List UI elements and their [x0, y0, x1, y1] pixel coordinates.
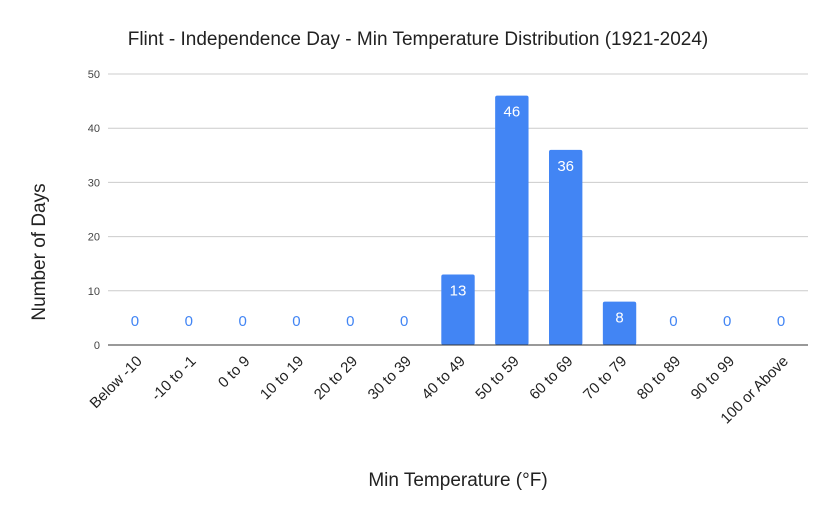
x-tick-label: 20 to 29: [311, 353, 361, 403]
x-axis-title: Min Temperature (°F): [368, 470, 547, 491]
x-tick-label: 0 to 9: [215, 353, 254, 392]
y-tick-label: 40: [88, 123, 100, 135]
data-label: 0: [346, 313, 354, 330]
data-label: 0: [669, 313, 677, 330]
x-tick-label: 40 to 49: [418, 353, 468, 403]
bar: [441, 274, 475, 345]
y-axis-title: Number of Days: [29, 183, 50, 320]
data-label: 0: [723, 313, 731, 330]
data-label: 0: [131, 313, 139, 330]
data-label: 36: [557, 158, 574, 175]
data-label: 13: [450, 283, 467, 300]
x-tick-label: -10 to -1: [148, 353, 200, 405]
data-label: 8: [615, 310, 623, 327]
x-axis-ticks: Below -10 -10 to -1 0 to 9 10 to 19 20 to 29…: [87, 353, 792, 428]
bar: [549, 149, 583, 345]
x-tick-label: 60 to 69: [526, 353, 576, 403]
x-tick-label: 90 to 99: [688, 353, 738, 403]
data-label: 0: [400, 313, 408, 330]
bar: [602, 301, 637, 345]
data-labels: 0 0 0 0 0 0 13 46 36 8 0 0 0: [131, 104, 785, 330]
data-label: 0: [777, 313, 785, 330]
data-label: 0: [238, 313, 246, 330]
bars: [441, 95, 637, 346]
chart-title: Flint - Independence Day - Min Temperatu…: [128, 29, 709, 50]
x-tick-label: 70 to 79: [580, 353, 630, 403]
y-tick-label: 10: [88, 286, 100, 298]
x-tick-label: 30 to 39: [365, 353, 415, 403]
y-tick-label: 0: [94, 340, 100, 352]
data-label: 46: [504, 104, 521, 121]
y-tick-label: 50: [88, 69, 100, 81]
y-tick-label: 20: [88, 232, 100, 244]
x-tick-label: Below -10: [87, 353, 146, 412]
data-label: 0: [292, 313, 300, 330]
x-tick-label: 80 to 89: [634, 353, 684, 403]
gridlines: [108, 73, 808, 292]
data-label: 0: [185, 313, 193, 330]
x-tick-label: 50 to 59: [472, 353, 522, 403]
bar: [495, 95, 529, 346]
x-tick-label: 10 to 19: [257, 353, 307, 403]
y-tick-label: 30: [88, 177, 100, 189]
y-axis-ticks: 0 10 20 30 40 50: [88, 69, 100, 352]
